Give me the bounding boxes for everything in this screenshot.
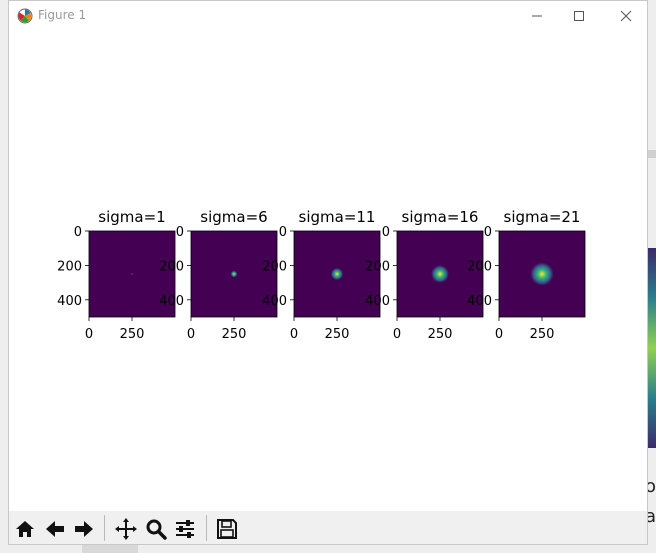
configure-subplots-button[interactable]: [171, 515, 199, 543]
x-tick-label: 250: [428, 327, 453, 342]
figure-window: Figure 1 sigma=1 0 200 400 0 250 sigma=6 0 200 40…: [8, 0, 648, 545]
x-tick-label: 0: [187, 327, 195, 342]
y-tick-label: 400: [159, 294, 184, 309]
save-button[interactable]: [213, 515, 241, 543]
y-tick-label: 200: [159, 259, 184, 274]
home-icon: [16, 521, 34, 537]
gaussian-spot: [530, 262, 554, 286]
forward-button[interactable]: [70, 515, 98, 543]
y-tick-label: 0: [279, 225, 287, 240]
y-tick-label: 400: [467, 294, 492, 309]
background-app-strip: [648, 150, 656, 158]
title-bar[interactable]: Figure 1: [9, 1, 647, 31]
y-tick-label: 0: [74, 225, 82, 240]
toolbar-separator: [206, 515, 207, 541]
pan-icon: [115, 518, 137, 540]
gaussian-spot: [230, 270, 238, 278]
y-tick-label: 200: [262, 259, 287, 274]
forward-icon: [75, 521, 93, 537]
y-tick-label: 200: [365, 259, 390, 274]
gaussian-spot: [330, 267, 344, 281]
pan-button[interactable]: [112, 515, 140, 543]
x-tick-label: 0: [290, 327, 298, 342]
x-tick-label: 250: [530, 327, 555, 342]
back-button[interactable]: [41, 515, 69, 543]
zoom-button[interactable]: [142, 515, 170, 543]
x-tick-label: 0: [495, 327, 503, 342]
subplot-3: sigma=11 0 200 400 0 250: [262, 208, 381, 342]
subplot-title: sigma=6: [200, 208, 267, 226]
close-icon: [620, 10, 632, 22]
y-tick-label: 0: [176, 225, 184, 240]
y-tick-label: 400: [57, 294, 82, 309]
figure-canvas[interactable]: sigma=1 0 200 400 0 250 sigma=6 0 200 400 0 250 sigm…: [9, 31, 647, 511]
subplot-title: sigma=21: [504, 208, 581, 226]
y-tick-label: 0: [382, 225, 390, 240]
toolbar-separator: [104, 515, 105, 541]
background-taskbar-fragment: [82, 545, 138, 553]
maximize-button[interactable]: [556, 1, 602, 31]
x-tick-label: 250: [325, 327, 350, 342]
x-tick-label: 0: [393, 327, 401, 342]
y-tick-label: 200: [57, 259, 82, 274]
gaussian-spot: [131, 273, 133, 275]
subplot-4: sigma=16 0 200 400 0 250: [365, 208, 484, 342]
minimize-button[interactable]: [514, 1, 560, 31]
y-tick-label: 400: [262, 294, 287, 309]
y-tick-label: 0: [484, 225, 492, 240]
gaussian-spot: [431, 265, 449, 283]
close-button[interactable]: [603, 1, 647, 31]
navigation-toolbar: [9, 511, 647, 544]
x-tick-label: 250: [120, 327, 145, 342]
subplot-5: sigma=21 0 200 400 0 250: [467, 208, 586, 342]
subplot-2: sigma=6 0 200 400 0 250: [159, 208, 278, 342]
maximize-icon: [574, 11, 584, 21]
back-icon: [46, 521, 64, 537]
configure-subplots-icon: [176, 520, 194, 538]
subplot-title: sigma=16: [402, 208, 479, 226]
home-button[interactable]: [11, 515, 39, 543]
zoom-icon: [146, 519, 167, 540]
y-tick-label: 400: [365, 294, 390, 309]
background-text-2: a: [645, 506, 656, 527]
window-title: Figure 1: [38, 8, 87, 22]
subplot-1: sigma=1 0 200 400 0 250: [57, 208, 176, 342]
y-tick-label: 200: [467, 259, 492, 274]
save-icon: [217, 519, 237, 539]
subplot-title: sigma=11: [299, 208, 376, 226]
matplotlib-logo-icon: [17, 8, 33, 24]
minimize-icon: [532, 15, 542, 17]
background-app-image: [648, 248, 656, 448]
x-tick-label: 250: [222, 327, 247, 342]
x-tick-label: 0: [85, 327, 93, 342]
background-text-1: o: [645, 476, 656, 497]
subplot-title: sigma=1: [98, 208, 165, 226]
